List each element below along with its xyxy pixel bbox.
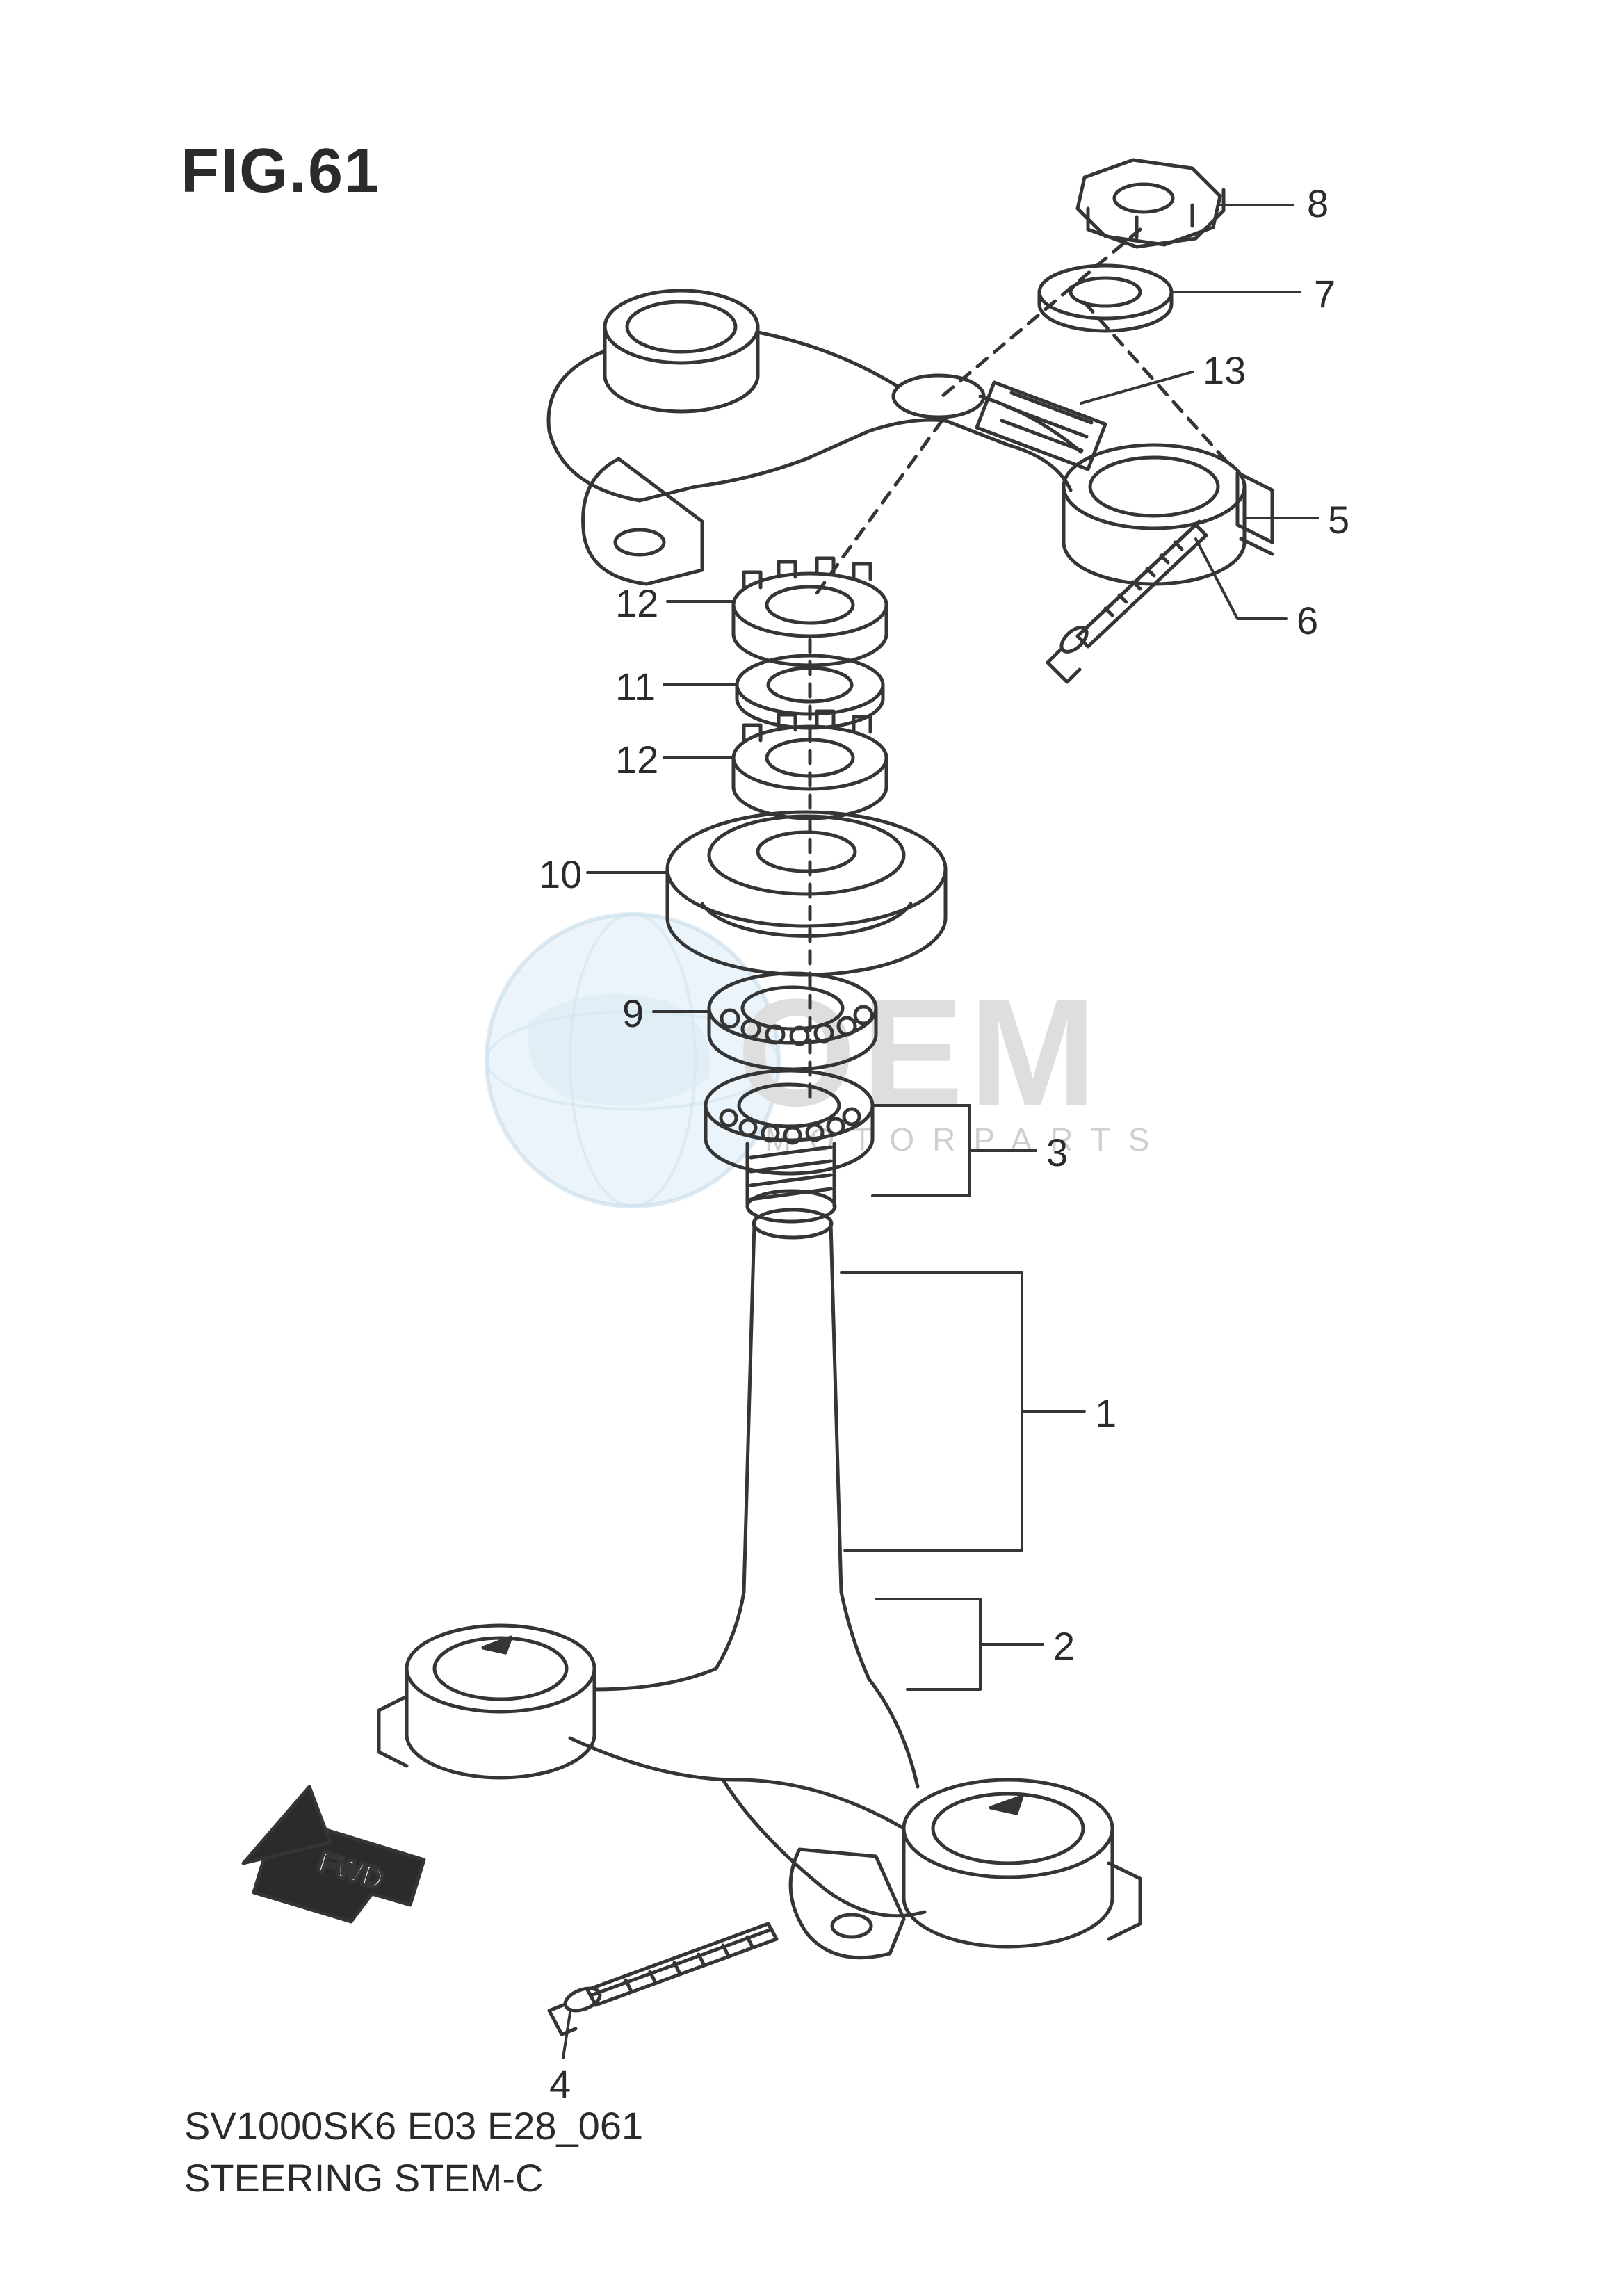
fwd-badge: FWD	[243, 1787, 424, 1922]
footer-line-2: STEERING STEM-C	[184, 2152, 643, 2205]
callout-5: 5	[1328, 497, 1349, 542]
part-washer-7	[1039, 266, 1171, 331]
part-bearing-9	[709, 973, 876, 1069]
part-bolt-4	[549, 1924, 777, 2034]
callout-8: 8	[1307, 181, 1329, 226]
callout-1: 1	[1095, 1390, 1116, 1436]
callout-6: 6	[1297, 598, 1318, 643]
part-lower-bracket-2	[379, 1625, 1140, 1958]
callout-12b: 12	[615, 737, 658, 782]
part-dust-cover-10	[667, 812, 945, 975]
callout-10: 10	[539, 852, 582, 897]
part-nut-8	[1078, 160, 1224, 247]
callout-7: 7	[1314, 271, 1335, 316]
callout-12a: 12	[615, 581, 658, 626]
footer-line-1: SV1000SK6 E03 E28_061	[184, 2100, 643, 2152]
callout-2: 2	[1053, 1623, 1075, 1669]
footer-text: SV1000SK6 E03 E28_061 STEERING STEM-C	[184, 2100, 643, 2205]
exploded-diagram: FWD	[0, 0, 1624, 2295]
part-bearing-3	[706, 1071, 872, 1174]
callout-9: 9	[622, 991, 644, 1036]
part-bolt-6	[1048, 521, 1206, 682]
callout-3: 3	[1046, 1130, 1068, 1175]
callout-11: 11	[615, 664, 656, 709]
callout-13: 13	[1203, 348, 1246, 393]
part-stem-shaft-1	[716, 1210, 869, 1679]
page: FIG.61 OEM MOTORPARTS	[0, 0, 1624, 2295]
part-upper-bracket-5	[549, 291, 1272, 584]
